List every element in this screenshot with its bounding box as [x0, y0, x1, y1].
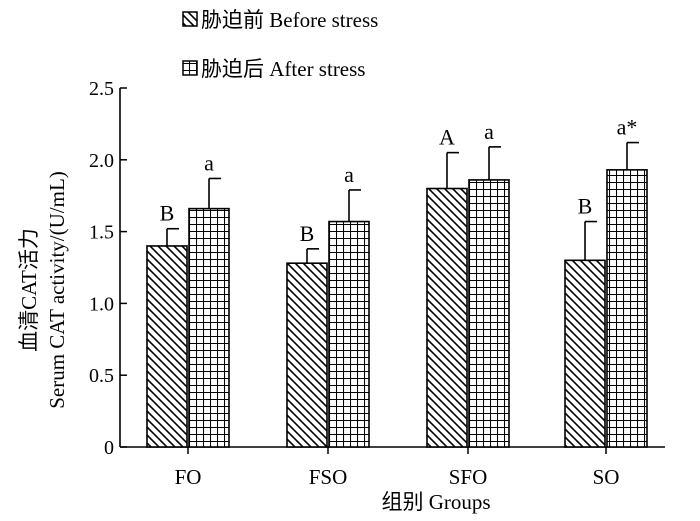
- significance-label: a: [204, 150, 214, 175]
- bar: [286, 262, 328, 448]
- y-tick-label: 1.0: [89, 293, 114, 315]
- legend-swatch-before: [182, 11, 198, 27]
- bar: [426, 187, 468, 448]
- legend: 胁迫前 Before stress 胁迫后 After stress: [182, 8, 378, 81]
- significance-label: a*: [617, 115, 638, 140]
- x-tick-label: FSO: [309, 465, 348, 489]
- bar: [606, 169, 648, 448]
- significance-label: B: [300, 221, 315, 246]
- significance-label: a: [344, 162, 354, 187]
- significance-label: a: [484, 119, 494, 144]
- bars: B B A Ba a a a*: [146, 115, 648, 448]
- significance-label: B: [578, 194, 593, 219]
- y-tick-label: 2.5: [89, 78, 114, 100]
- significance-label: B: [160, 201, 175, 226]
- bar: [564, 259, 606, 448]
- y-axis-title-cn: 血清CAT活力: [17, 228, 41, 352]
- legend-swatch-after: [182, 60, 198, 76]
- category-labels: FO FSO SFO SO: [175, 447, 620, 489]
- y-tick-label: 0.5: [89, 365, 114, 387]
- x-axis-title: 组别 Groups: [381, 490, 490, 514]
- bar: [188, 207, 230, 448]
- legend-label-after: 胁迫后 After stress: [201, 57, 365, 81]
- y-tick-label: 0: [104, 437, 114, 459]
- bar: [468, 179, 510, 448]
- y-tick-label: 1.5: [89, 222, 114, 244]
- x-tick-label: SO: [593, 465, 620, 489]
- bar: [328, 220, 370, 448]
- significance-label: A: [439, 125, 455, 150]
- x-tick-label: FO: [175, 465, 202, 489]
- bar: [146, 245, 188, 448]
- y-tick-label: 2.0: [89, 150, 114, 172]
- x-tick-label: SFO: [449, 465, 488, 489]
- y-axis-title-en: Serum CAT activity/(U/mL): [45, 171, 69, 409]
- legend-label-before: 胁迫前 Before stress: [201, 8, 378, 32]
- y-ticks: 0 0.5 1.0 1.5 2.0 2.5: [89, 78, 127, 459]
